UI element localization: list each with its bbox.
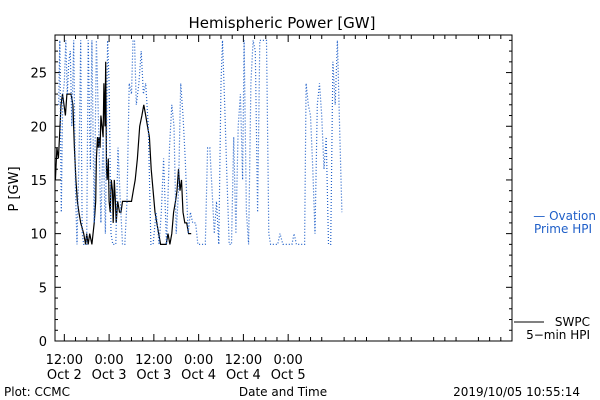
plot-credit: Plot: CCMC — [4, 385, 70, 399]
x-tick-label-date: Oct 4 — [181, 368, 216, 383]
x-tick-label-time: 0:00 — [184, 353, 213, 368]
plot-frame — [54, 34, 513, 342]
x-tick-label-date: Oct 3 — [92, 368, 127, 383]
x-tick-label-time: 12:00 — [46, 353, 83, 368]
legend-swpc-line2: 5−min HPI — [526, 328, 590, 342]
y-tick-label: 25 — [30, 67, 47, 82]
y-tick-label: 10 — [30, 228, 47, 243]
x-tick-label-time: 12:00 — [225, 353, 262, 368]
y-tick-label: 5 — [39, 281, 47, 296]
series-ovation-prime-hpi — [58, 39, 343, 245]
legend-ovation-line1: — Ovation — [533, 209, 596, 223]
x-tick-label-time: 12:00 — [135, 353, 172, 368]
y-axis: 0 5 10 15 20 25 — [30, 39, 512, 350]
series-layer — [55, 39, 343, 245]
x-tick-label-date: Oct 2 — [47, 368, 82, 383]
legend-ovation-line2: Prime HPI — [534, 222, 592, 236]
x-tick-label-date: Oct 5 — [271, 368, 306, 383]
y-axis-label: P [GW] — [7, 166, 22, 211]
x-tick-label-time: 0:00 — [274, 353, 303, 368]
legend-swpc-line1: SWPC — [555, 315, 590, 329]
x-tick-label-date: Oct 4 — [226, 368, 261, 383]
y-tick-label: 15 — [30, 174, 47, 189]
x-tick-label-time: 0:00 — [94, 353, 123, 368]
x-tick-label-date: Oct 3 — [136, 368, 171, 383]
series-swpc-5min-hpi — [55, 61, 192, 245]
y-tick-label: 0 — [39, 335, 47, 350]
x-axis-label: Date and Time — [239, 385, 327, 399]
plot-timestamp: 2019/10/05 10:55:14 — [453, 385, 580, 399]
chart-title: Hemispheric Power [GW] — [189, 14, 376, 32]
y-tick-label: 20 — [30, 120, 47, 135]
